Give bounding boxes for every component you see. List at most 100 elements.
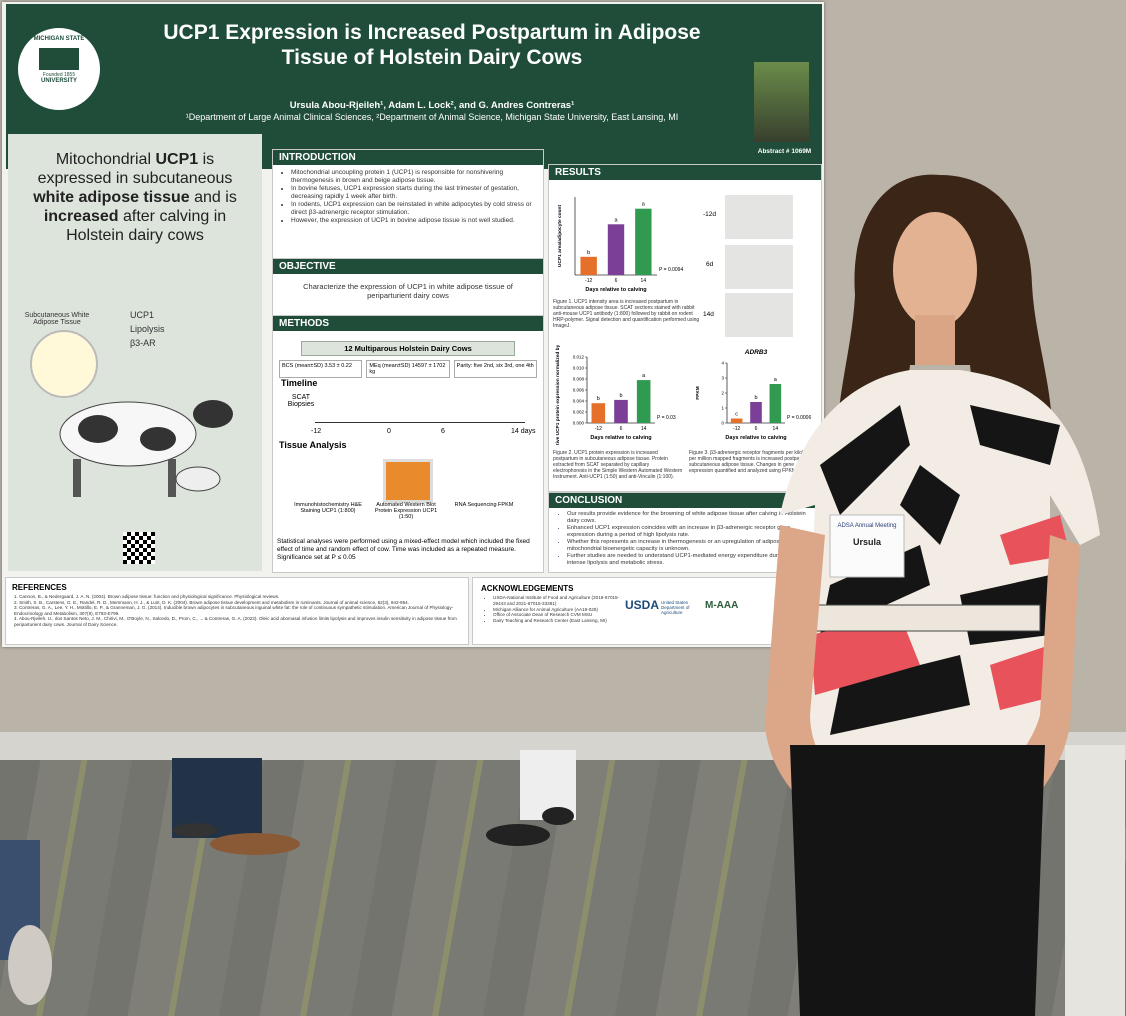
marker: UCP1 xyxy=(130,310,155,320)
timeline-tick: 14 days xyxy=(511,428,536,435)
acknowledgements: ACKNOWLEDGEMENTS USDA-National Institute… xyxy=(472,577,822,645)
chart-title: ADRB3 xyxy=(744,349,768,356)
results: RESULTS -12 b 6 a 14 a Days relative to calvin… xyxy=(548,164,822,492)
timeline-axis xyxy=(315,422,525,423)
conclusion-list: Our results provide evidence for the bro… xyxy=(555,511,815,567)
cohort-stat: Parity: five 2nd, six 3rd, one 4th xyxy=(453,360,537,378)
cohort-stats: BCS (mean±SD) 3.53 ± 0.22 MEq (mean±SD) … xyxy=(279,360,537,378)
stand-post xyxy=(1065,745,1125,1016)
ack-item: Office of Associate Dean of Research CVM… xyxy=(493,612,623,618)
figure-caption: Figure 3. β3-adrenergic receptor fragmen… xyxy=(689,450,815,474)
visitor-shoe xyxy=(8,925,52,1005)
face xyxy=(893,212,977,328)
significance-letter: b xyxy=(587,250,590,256)
y-tick-label: 1 xyxy=(721,406,724,411)
y-tick-label: 0.012 xyxy=(573,355,585,360)
section-heading: REFERENCES xyxy=(12,583,67,592)
bar xyxy=(607,224,625,275)
tissue-label: Subcutaneous White Adipose Tissue xyxy=(24,312,90,326)
x-tick-label: -12 xyxy=(585,278,592,284)
section-heading: INTRODUCTION xyxy=(273,150,543,165)
y-tick-label: 0 xyxy=(721,421,724,426)
maaa-logo: M-AAA xyxy=(705,600,739,611)
badge-name: Ursula xyxy=(853,537,882,547)
cow-leg xyxy=(73,459,81,497)
shirt-pattern xyxy=(810,515,1070,710)
y-tick-label: 0.008 xyxy=(573,377,585,382)
x-axis-label: Days relative to calving xyxy=(590,435,651,441)
p-value: P = 0.0094 xyxy=(659,267,683,273)
figure-caption: Figure 1. UCP1 intensity area is increas… xyxy=(553,299,700,329)
figure-2-chart: 0.000 0.002 0.004 0.006 0.008 0.010 0.012 -12 b 6… xyxy=(555,345,676,445)
significance-letter: a xyxy=(642,202,646,208)
summary-part: and is xyxy=(189,189,237,206)
intro-item: However, the expression of UCP1 in bovin… xyxy=(291,217,537,225)
figure-caption: Figure 2. UCP1 protein expression is inc… xyxy=(553,450,683,480)
methods: METHODS 12 Multiparous Holstein Dairy Co… xyxy=(272,315,544,573)
intro-list: Mitochondrial uncoupling protein 1 (UCP1… xyxy=(279,169,537,225)
usda-name: United States Department of Agriculture xyxy=(661,600,690,615)
conclusion-item: Our results provide evidence for the bro… xyxy=(567,511,815,525)
cohort-stat: BCS (mean±SD) 3.53 ± 0.22 xyxy=(279,360,363,378)
y-axis-label: FPKM xyxy=(695,386,701,400)
introduction: INTRODUCTION Mitochondrial uncoupling pr… xyxy=(272,149,544,259)
x-tick-label: 14 xyxy=(641,426,647,432)
msu-logo: MICHIGAN STATE Founded 1855 UNIVERSITY xyxy=(16,26,102,112)
reference-list: 1. Cannon, B., & Nedergaard, J. A. N. (2… xyxy=(14,594,460,628)
visitor-shoe xyxy=(173,823,217,837)
intro-item: In rodents, UCP1 expression can be reins… xyxy=(291,201,537,217)
x-tick-label: 6 xyxy=(615,278,618,284)
summary-part: UCP1 xyxy=(155,151,199,168)
marker-list: UCP1 Lipolysis β3-AR xyxy=(130,308,165,350)
visitor-shoe xyxy=(210,833,300,855)
summary-part: after calving in Holstein dairy cows xyxy=(66,208,227,244)
section-heading: METHODS xyxy=(273,316,543,331)
section-heading: OBJECTIVE xyxy=(273,259,543,274)
significance-letter: a xyxy=(614,217,618,223)
marker: β3-AR xyxy=(130,338,156,348)
y-tick-label: 0.006 xyxy=(573,388,585,393)
significance-letter: b xyxy=(754,395,757,401)
belt xyxy=(814,604,1041,632)
significance-letter: b xyxy=(619,393,622,399)
bar xyxy=(730,418,743,423)
biopsy-label: SCAT Biopsies xyxy=(287,394,315,408)
visitor-shoe xyxy=(486,824,550,846)
cow-head xyxy=(193,400,233,428)
y-tick-label: 0.002 xyxy=(573,410,585,415)
x-tick-label: 14 xyxy=(773,426,779,432)
y-tick-label: 2 xyxy=(721,391,724,396)
y-tick-label: 0.004 xyxy=(573,399,585,404)
poster-affiliations: ¹Department of Large Animal Clinical Sci… xyxy=(185,112,679,122)
significance-letter: a xyxy=(642,373,646,379)
neck xyxy=(915,315,955,365)
histology-image xyxy=(725,293,793,337)
background-people xyxy=(0,750,576,1005)
logo-text: Founded 1855 xyxy=(42,72,76,78)
summary-part: Mitochondrial xyxy=(55,151,156,168)
summary-part: is expressed in subcutaneous xyxy=(37,151,233,187)
logo-text: MICHIGAN STATE xyxy=(33,36,85,42)
calf xyxy=(175,466,221,492)
reference: 1. Cannon, B., & Nedergaard, J. A. N. (2… xyxy=(14,594,280,599)
section-heading: RESULTS xyxy=(549,165,821,180)
summary-part: white adipose tissue xyxy=(33,189,190,206)
ack-list: USDA-National Institute of Food and Agri… xyxy=(481,595,623,624)
analysis-label: RNA Sequencing FPKM xyxy=(454,502,514,508)
badge-meeting: ADSA Annual Meeting xyxy=(837,523,896,529)
presenter: ADSA Annual Meeting Ursula xyxy=(765,174,1100,1016)
poster-title: UCP1 Expression is Increased Postpartum … xyxy=(163,21,701,69)
conclusion-item: Enhanced UCP1 expression coincides with … xyxy=(567,525,815,539)
y-tick-label: 3 xyxy=(721,376,724,381)
significance-letter: a xyxy=(774,377,778,383)
poster-authors: Ursula Abou-Rjeileh¹, Adam L. Lock², and… xyxy=(289,100,575,111)
cow-spot xyxy=(140,427,176,451)
bar xyxy=(635,208,652,275)
x-tick-label: 14 xyxy=(641,278,647,284)
ack-item: Dairy Teaching and Research Center (East… xyxy=(493,618,623,624)
timeline-heading: Timeline xyxy=(281,378,318,388)
section-heading: CONCLUSION xyxy=(549,493,821,508)
figure-3-chart: ADRB3 0 1 2 3 4 -12 c 6 b 14 a Days relative to calv… xyxy=(695,349,811,441)
objective-text: Characterize the expression of UCP1 in w… xyxy=(303,282,513,300)
visitor-shoe xyxy=(542,807,574,825)
